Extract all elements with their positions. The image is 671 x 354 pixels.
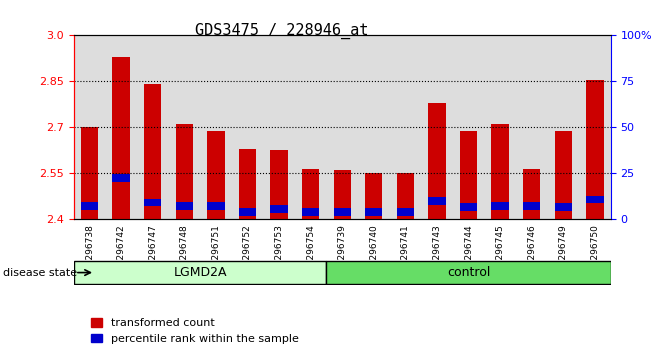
Bar [516, 35, 548, 219]
Bar [81, 127, 98, 219]
Bar [460, 131, 477, 219]
Bar [397, 208, 414, 216]
Bar [460, 204, 477, 211]
Bar [302, 208, 319, 216]
Bar [302, 169, 319, 219]
Bar [421, 35, 453, 219]
Legend: transformed count, percentile rank within the sample: transformed count, percentile rank withi… [86, 314, 303, 348]
Bar [176, 202, 193, 210]
Bar [586, 196, 603, 204]
Bar [491, 124, 509, 219]
Bar [81, 202, 98, 210]
FancyBboxPatch shape [74, 261, 326, 284]
Bar [295, 35, 326, 219]
Text: control: control [447, 266, 491, 279]
Bar [523, 202, 540, 210]
Bar [579, 35, 611, 219]
Bar [586, 80, 603, 219]
Bar [137, 35, 168, 219]
Bar [200, 35, 231, 219]
Bar [554, 131, 572, 219]
Bar [333, 170, 351, 219]
Bar [554, 204, 572, 211]
Bar [207, 131, 225, 219]
Bar [270, 150, 288, 219]
Bar [428, 103, 446, 219]
Bar [491, 202, 509, 210]
Bar [74, 35, 105, 219]
Bar [176, 124, 193, 219]
Text: disease state: disease state [3, 268, 77, 278]
Bar [105, 35, 137, 219]
Bar [554, 204, 572, 211]
Bar [239, 208, 256, 216]
Bar [365, 208, 382, 216]
Bar [484, 35, 516, 219]
Bar [207, 131, 225, 219]
Bar [239, 208, 256, 216]
Bar [231, 35, 263, 219]
Bar [333, 208, 351, 216]
Bar [397, 173, 414, 219]
Bar [548, 35, 579, 219]
Bar [113, 174, 130, 182]
Bar [239, 149, 256, 219]
Bar [176, 202, 193, 210]
Bar [144, 199, 162, 206]
Bar [365, 173, 382, 219]
Bar [81, 127, 98, 219]
Bar [113, 174, 130, 182]
Bar [113, 57, 130, 219]
Bar [207, 202, 225, 210]
Bar [168, 35, 200, 219]
Bar [491, 202, 509, 210]
Bar [460, 204, 477, 211]
Bar [81, 202, 98, 210]
Bar [428, 103, 446, 219]
Bar [207, 202, 225, 210]
Bar [491, 124, 509, 219]
Bar [428, 197, 446, 205]
Text: GDS3475 / 228946_at: GDS3475 / 228946_at [195, 23, 368, 39]
Bar [365, 208, 382, 216]
Bar [453, 35, 484, 219]
Bar [326, 35, 358, 219]
Bar [554, 131, 572, 219]
Bar [586, 80, 603, 219]
Bar [365, 173, 382, 219]
Bar [263, 35, 295, 219]
Bar [397, 173, 414, 219]
Bar [523, 169, 540, 219]
Bar [390, 35, 421, 219]
Bar [333, 208, 351, 216]
Bar [460, 131, 477, 219]
Bar [113, 57, 130, 219]
Bar [428, 197, 446, 205]
Bar [144, 85, 162, 219]
Bar [144, 199, 162, 206]
Bar [333, 170, 351, 219]
Bar [523, 169, 540, 219]
Bar [270, 150, 288, 219]
Bar [586, 196, 603, 204]
Bar [523, 202, 540, 210]
FancyBboxPatch shape [326, 261, 611, 284]
Bar [358, 35, 390, 219]
Bar [270, 205, 288, 212]
Bar [397, 208, 414, 216]
Bar [144, 85, 162, 219]
Text: LGMD2A: LGMD2A [173, 266, 227, 279]
Bar [176, 124, 193, 219]
Bar [239, 149, 256, 219]
Bar [302, 169, 319, 219]
Bar [270, 205, 288, 212]
Bar [302, 208, 319, 216]
